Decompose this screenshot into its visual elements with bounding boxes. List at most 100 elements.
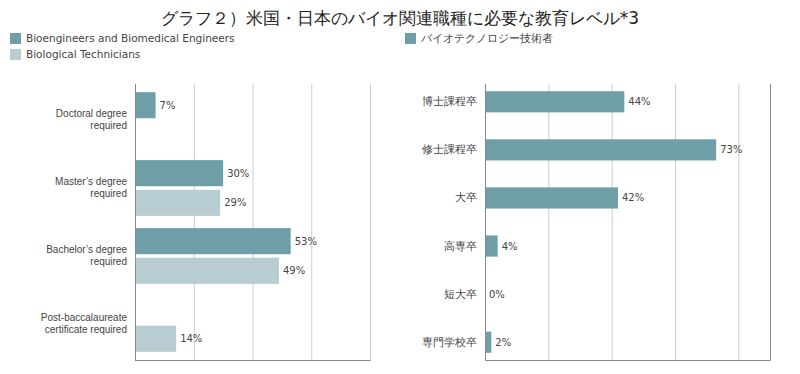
grid-line [311,84,312,360]
data-label: 42% [622,192,644,203]
bar [485,139,716,160]
grid-line [738,84,739,360]
x-axis-line [136,84,371,361]
y-tick-label: 短大卒 [444,288,477,300]
x-axis [486,84,771,361]
x-axis [136,84,371,361]
bar [135,190,220,216]
y-tick: Post-baccalaureatecertificate required [41,312,128,335]
y-tick-label: 修士課程卒 [422,143,477,155]
legend-swatch [10,49,21,60]
grid-line [548,84,549,360]
y-tick-label: Post-baccalaureatecertificate required [41,312,128,335]
data-label: 53% [295,236,317,247]
grid-line [194,84,195,360]
title: グラフ２）米国・日本のバイオ関連職種に必要な教育レベル*3 [161,8,639,28]
subchart: 44% 73% 42% 4% 0% 2% 博士課程卒修士課程卒大卒高専卒短大卒専門学校卒 バイ… [405,32,771,361]
y-tick-label-line: Bachelor’s degree [46,244,127,255]
y-tick: 修士課程卒 [422,143,477,155]
y-tick: 大卒 [455,191,477,203]
legend-swatch [405,33,416,44]
y-tick-label: Master’s degreerequired [55,176,127,199]
chart-svg: グラフ２）米国・日本のバイオ関連職種に必要な教育レベル*3 7% 30% 53% 29%… [0,0,800,374]
bars [135,92,291,352]
subchart: 7%30%53%29%49%14%Doctoral degreerequired… [10,32,371,361]
x-tick [738,84,739,360]
y-tick: 博士課程卒 [422,95,477,107]
y-axis: Doctoral degreerequiredMaster’s degreere… [41,85,136,361]
y-tick-label-line: 修士課程卒 [422,143,477,155]
bars [485,91,716,353]
x-tick [675,84,676,360]
data-label: 44% [628,96,650,107]
data-label: 0% [489,289,505,300]
data-label: 2% [495,337,511,348]
data-label: 14% [180,333,202,344]
legend-item: Bioengineers and Biomedical Engineers [10,32,235,44]
y-tick-label: 博士課程卒 [422,95,477,107]
y-axis-line [485,85,486,361]
y-tick-label-line: Doctoral degree [56,108,128,119]
legend: バイオテクノロジー技術者 [405,32,553,44]
legend-label: バイオテクノロジー技術者 [420,32,553,44]
x-tick [253,84,254,360]
bar [135,258,279,284]
grid-line [253,84,254,360]
legend-item: バイオテクノロジー技術者 [405,32,553,44]
y-tick-label-line: certificate required [45,324,127,335]
y-tick-label-line: 短大卒 [444,288,477,300]
y-axis-line [135,85,136,361]
legend-swatch [10,33,21,44]
grid-line [370,84,371,360]
chart-container: グラフ２）米国・日本のバイオ関連職種に必要な教育レベル*3 7% 30% 53% 29%… [0,0,800,374]
bar [485,187,618,208]
y-tick-label-line: required [90,188,127,199]
bar [485,91,624,112]
y-tick-label: Bachelor’s degreerequired [46,244,127,267]
grid-line [612,84,613,360]
y-tick-label: 大卒 [455,191,477,203]
bar [485,235,498,256]
bar [135,326,176,352]
data-label: 29% [224,197,246,208]
data-labels: 44% 73% 42% 4% 0% 2% [489,96,742,347]
y-tick: 短大卒 [444,288,477,300]
bar [135,92,156,118]
legend-label: Bioengineers and Biomedical Engineers [26,32,235,44]
data-label: 4% [502,241,518,252]
x-axis-line [486,84,771,361]
y-axis: 博士課程卒修士課程卒大卒高専卒短大卒専門学校卒 [422,85,486,361]
x-tick [194,84,195,360]
bar [135,160,223,186]
data-label: 49% [283,265,305,276]
x-tick [612,84,613,360]
legend-item: Biological Technicians [10,48,140,60]
y-tick-label-line: 専門学校卒 [422,336,477,348]
data-label: 7% [160,100,176,111]
legend: Bioengineers and Biomedical Engineers Bio… [10,32,235,60]
y-tick: Doctoral degreerequired [56,108,128,131]
x-tick [370,84,371,360]
data-labels: 7% 30% 53% 29% 49% 14% [160,100,317,345]
y-tick-label-line: 博士課程卒 [422,95,477,107]
y-tick: Bachelor’s degreerequired [46,244,127,267]
x-tick [311,84,312,360]
y-tick: 専門学校卒 [422,336,477,348]
data-label: 30% [227,168,249,179]
y-tick-label-line: Master’s degree [55,176,127,187]
bar [135,228,291,254]
data-label: 73% [720,144,742,155]
y-tick-label: 専門学校卒 [422,336,477,348]
y-tick: Master’s degreerequired [55,176,127,199]
y-tick-label: Doctoral degreerequired [56,108,128,131]
y-tick-label-line: Post-baccalaureate [41,312,128,323]
y-tick-label-line: 大卒 [455,191,477,203]
y-tick-label-line: required [90,120,127,131]
y-tick-label: 高専卒 [444,240,477,252]
grid-line [675,84,676,360]
x-tick [548,84,549,360]
y-tick: 高専卒 [444,240,477,252]
y-tick-label-line: 高専卒 [444,240,477,252]
legend-label: Biological Technicians [26,48,140,60]
y-tick-label-line: required [90,256,127,267]
